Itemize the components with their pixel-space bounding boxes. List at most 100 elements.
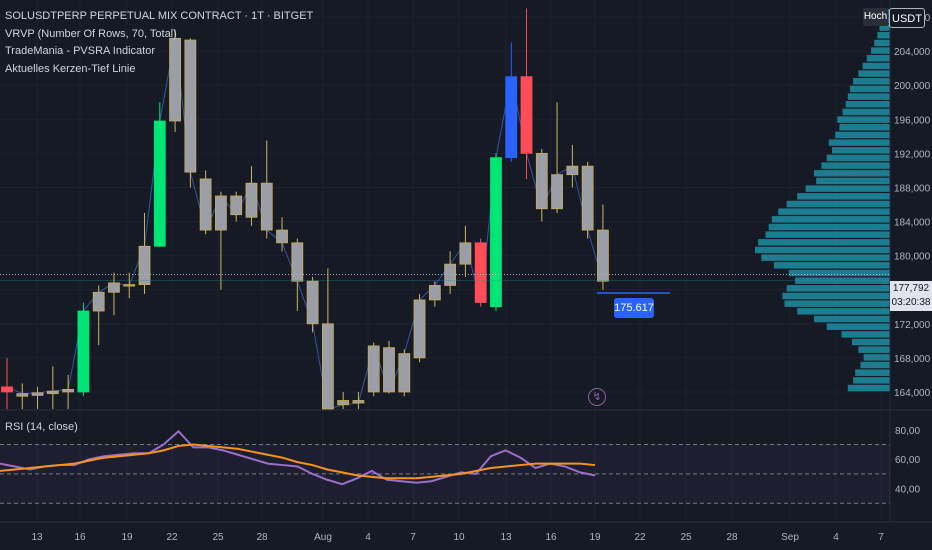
rsi-line [0,429,596,486]
time-axis-label: 28 [256,532,268,543]
candle-body [92,291,105,312]
rsi-legend[interactable]: RSI (14, close) [5,421,78,433]
candle-body [566,165,579,176]
candle-body [108,282,120,293]
volume-profile-bar [835,131,890,139]
kerzen-tief-indicator-label[interactable]: Aktuelles Kerzen-Tief Linie [5,62,136,75]
chart-legend: SOLUSDTPERP PERPETUAL MIX CONTRACT · 1T … [5,8,313,78]
volume-profile-bar [788,269,890,277]
candle-body [413,299,426,359]
time-axis-label: 13 [31,532,43,543]
candle-body [199,178,212,231]
candle-body [352,400,365,404]
candle-body [367,345,380,393]
candle-body [46,390,59,395]
volume-profile-bar [828,139,890,146]
candle-body [383,347,395,393]
current-price-tag: 177,792 03:20:38 [890,281,932,311]
candle-body [505,76,518,159]
candle-body [184,39,197,173]
volume-profile-bar [831,147,890,154]
time-axis-label: 25 [680,532,692,543]
candle-body [77,310,90,393]
volume-profile-bar [839,124,890,131]
time-axis-label: 25 [212,532,224,543]
bar-countdown: 03:20:38 [891,297,931,308]
candle-body [31,392,44,396]
candle-body [490,157,502,308]
time-axis-label: Aug [314,532,332,543]
volume-profile-bar [849,85,890,93]
volume-profile-bar [814,170,890,177]
volume-profile-bar [805,185,890,192]
volume-profile-bar [847,93,890,100]
time-axis-label: 13 [500,532,512,543]
price-axis-label: 168,000 [894,354,931,365]
candle-body [551,174,563,210]
time-axis-label: 7 [410,532,416,543]
pvsra-indicator-label[interactable]: TradeMania - PVSRA Indicator [5,45,155,57]
time-axis-label: 19 [589,532,601,543]
candle-body [474,242,487,303]
volume-profile-bar [786,200,890,208]
volume-profile-bar [860,361,890,369]
candle-body [581,165,594,231]
volume-profile-bar [841,331,890,338]
volume-profile-bar [845,101,890,108]
volume-profile-bar [816,177,890,185]
candle-body [337,400,350,406]
candle-body [1,386,13,393]
volume-profile-bar [866,55,890,62]
volume-profile-bar [755,246,890,254]
time-axis-label: Sep [781,532,799,543]
candle-body [321,323,334,410]
volume-profile-bar [874,39,890,47]
candle-body [276,229,288,244]
time-axis-label: 28 [726,532,738,543]
volume-profile-bar [877,32,890,39]
volume-profile-bar [853,377,890,384]
volume-profile-bar [853,78,890,85]
rsi-ma-line [0,443,596,480]
currency-button[interactable]: USDT [889,8,925,28]
volume-profile-bar [771,216,890,223]
current-price: 177,792 [892,283,930,294]
time-axis-label: 10 [453,532,465,543]
volume-profile-bar [847,384,890,392]
volume-profile-bar [778,208,890,215]
price-axis-label: 192,000 [894,149,931,160]
volume-profile-bar [858,346,890,353]
flash-icon[interactable]: ↯ [588,388,606,406]
volume-profile-bar [814,315,890,323]
candle-body [398,353,411,393]
price-axis-label: 164,000 [894,388,931,399]
volume-profile-bar [784,300,890,307]
candle-body [123,284,136,287]
price-axis-label: 200,000 [894,81,931,92]
candle-body [245,182,258,218]
volume-profile-bar [871,47,890,54]
rsi-axis-label: 80,00 [895,426,920,437]
volume-profile-bar [797,308,890,315]
hoch-button[interactable]: Hoch [863,8,888,26]
volume-profile-bar [758,239,890,246]
price-axis-label: 184,000 [894,218,931,229]
rsi-axis-label: 40,00 [895,485,920,496]
volume-profile-bar [821,162,890,169]
volume-profile-bar [858,70,890,77]
volume-profile-bar [782,292,890,300]
volume-profile-bar [879,24,890,31]
vrvp-indicator-label[interactable]: VRVP (Number Of Rows, 70, Total) [5,27,177,40]
candle-body [535,152,548,210]
volume-profile-bar [826,154,890,162]
price-axis-label: 196,000 [894,115,931,126]
time-axis-label: 4 [833,532,839,543]
symbol-title[interactable]: SOLUSDTPERP PERPETUAL MIX CONTRACT · 1T … [5,10,314,22]
time-axis-label: 22 [166,532,178,543]
volume-profile-bar [768,223,890,231]
volume-profile-bar [761,254,890,261]
volume-profile-bar [837,116,890,123]
time-axis-label: 16 [545,532,557,543]
volume-profile-bar [826,323,890,330]
